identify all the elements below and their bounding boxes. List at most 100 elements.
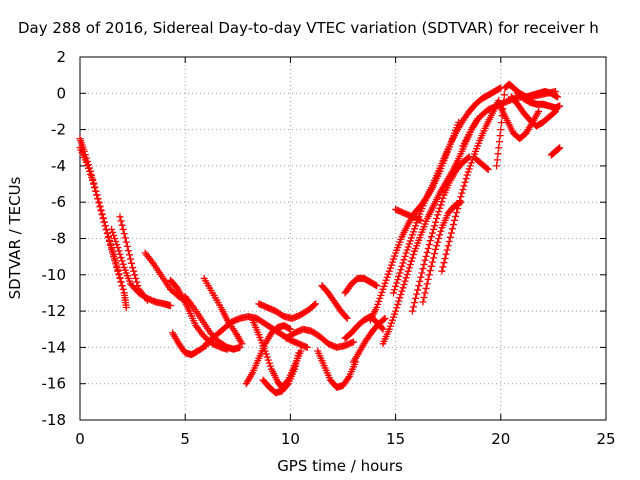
data-point <box>483 165 491 173</box>
data-point <box>423 280 431 288</box>
data-point <box>122 303 130 311</box>
x-tick-label: 5 <box>180 430 190 448</box>
data-point <box>108 225 116 233</box>
data-point <box>388 258 396 266</box>
data-point <box>392 307 400 315</box>
data-point <box>295 349 303 357</box>
data-series <box>507 93 560 130</box>
data-point <box>114 244 122 252</box>
data-point <box>303 343 311 351</box>
data-point <box>118 257 126 265</box>
data-point <box>97 206 105 214</box>
data-point <box>342 313 350 321</box>
data-point <box>496 132 504 140</box>
data-point <box>375 297 383 305</box>
y-tick-label: 0 <box>56 84 66 102</box>
x-tick-label: 15 <box>386 430 405 448</box>
data-point <box>431 222 439 230</box>
data-point <box>409 251 417 259</box>
data-point <box>110 253 118 261</box>
data-point <box>93 191 101 199</box>
data-point <box>494 150 502 158</box>
data-point <box>118 221 126 229</box>
data-point <box>438 198 446 206</box>
data-point <box>286 325 294 333</box>
data-point <box>407 257 415 265</box>
data-point <box>405 240 413 248</box>
data-point <box>401 277 409 285</box>
x-axis-label: GPS time / hours <box>277 457 403 475</box>
data-point <box>112 238 120 246</box>
data-point <box>398 287 406 295</box>
data-point <box>96 202 104 210</box>
data-point <box>387 319 395 327</box>
data-point <box>108 245 116 253</box>
y-tick-label: -6 <box>51 193 66 211</box>
data-point <box>389 255 397 263</box>
data-point <box>431 250 439 258</box>
data-point <box>114 267 122 275</box>
data-series <box>392 205 425 224</box>
data-point <box>103 230 111 238</box>
data-point <box>408 254 416 262</box>
data-point <box>378 288 386 296</box>
data-point <box>393 279 401 287</box>
x-tick-label: 20 <box>491 430 510 448</box>
data-point <box>415 282 423 290</box>
data-point <box>441 254 449 262</box>
y-tick-label: -8 <box>51 230 66 248</box>
data-point <box>373 303 381 311</box>
data-point <box>397 266 405 274</box>
data-point <box>134 282 142 290</box>
data-point <box>113 264 121 272</box>
data-point <box>405 264 413 272</box>
data-point <box>463 171 471 179</box>
data-point <box>381 314 389 322</box>
data-point <box>461 178 469 186</box>
data-point <box>495 138 503 146</box>
data-point <box>384 270 392 278</box>
data-point <box>423 248 431 256</box>
data-point <box>447 229 455 237</box>
x-tick-label: 0 <box>75 430 85 448</box>
data-point <box>453 208 461 216</box>
data-point <box>377 291 385 299</box>
data-point <box>424 275 432 283</box>
data-point <box>392 282 400 290</box>
data-point <box>95 198 103 206</box>
data-point <box>104 234 112 242</box>
data-point <box>115 247 123 255</box>
y-tick-label: -4 <box>51 157 66 175</box>
data-point <box>376 294 384 302</box>
data-point <box>116 213 124 221</box>
data-point <box>401 252 409 260</box>
data-point <box>417 273 425 281</box>
data-point <box>427 262 435 270</box>
data-point <box>429 225 437 233</box>
data-point <box>443 246 451 254</box>
data-point <box>403 246 411 254</box>
data-point <box>116 274 124 282</box>
data-point <box>126 255 134 263</box>
data-point <box>438 267 446 275</box>
data-point <box>388 316 396 324</box>
data-point <box>117 278 125 286</box>
data-point <box>386 264 394 272</box>
data-point <box>440 259 448 267</box>
data-point <box>389 289 397 297</box>
data-point <box>439 194 447 202</box>
data-point <box>125 251 133 259</box>
data-point <box>429 254 437 262</box>
data-point <box>88 173 96 181</box>
data-point <box>414 286 422 294</box>
data-point <box>378 324 386 332</box>
data-point <box>389 313 397 321</box>
data-series <box>472 155 492 174</box>
data-series <box>514 89 564 112</box>
data-point <box>263 353 271 361</box>
data-point <box>404 267 412 275</box>
data-series <box>389 84 505 297</box>
y-axis-label: SDTVAR / TECUs <box>6 176 24 299</box>
data-point <box>379 285 387 293</box>
data-point <box>94 195 102 203</box>
